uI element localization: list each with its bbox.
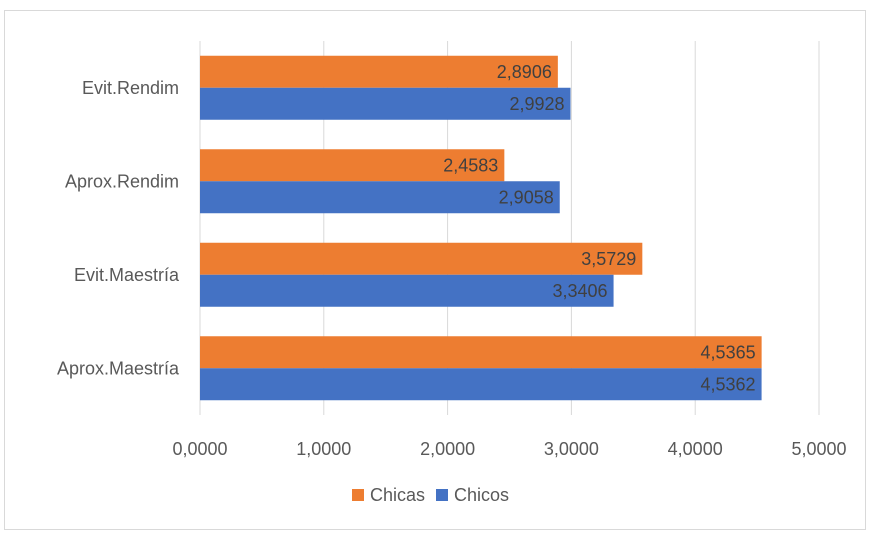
- category-label: Evit.Maestría: [74, 265, 180, 285]
- bar-chart: 0,0000 1,0000 2,0000 3,0000 4,0000 5,0000 Evit…: [57, 41, 847, 505]
- x-tick-label: 0,0000: [172, 439, 227, 459]
- chart-frame: 0,0000 1,0000 2,0000 3,0000 4,0000 5,0000 Evit…: [4, 10, 866, 530]
- data-label: 2,8906: [497, 62, 552, 82]
- bar-chicas: [200, 149, 505, 182]
- data-label: 2,9928: [509, 94, 564, 114]
- bar-chicos: [200, 181, 560, 214]
- data-label: 4,5362: [701, 374, 756, 394]
- x-tick-label: 3,0000: [544, 439, 599, 459]
- bar-chicos: [200, 87, 571, 120]
- category-label: Evit.Rendim: [82, 78, 179, 98]
- legend-swatch-chicas: [352, 489, 364, 501]
- data-label: 3,5729: [581, 249, 636, 269]
- x-tick-label: 5,0000: [791, 439, 846, 459]
- category-label: Aprox.Rendim: [65, 171, 179, 191]
- bar-chicas: [200, 55, 558, 88]
- bar-chicos: [200, 274, 614, 307]
- x-tick-label: 1,0000: [296, 439, 351, 459]
- category-label: Aprox.Maestría: [57, 358, 180, 378]
- legend-label: Chicas: [370, 485, 425, 505]
- data-label: 2,9058: [499, 187, 554, 207]
- legend-swatch-chicos: [436, 489, 448, 501]
- bar-chicas: [200, 242, 643, 275]
- data-label: 4,5365: [701, 342, 756, 362]
- x-tick-label: 4,0000: [668, 439, 723, 459]
- bar-chicos: [200, 368, 762, 401]
- data-label: 2,4583: [443, 155, 498, 175]
- x-tick-label: 2,0000: [420, 439, 475, 459]
- legend-label: Chicos: [454, 485, 509, 505]
- bar-chicas: [200, 336, 762, 369]
- data-label: 3,3406: [553, 281, 608, 301]
